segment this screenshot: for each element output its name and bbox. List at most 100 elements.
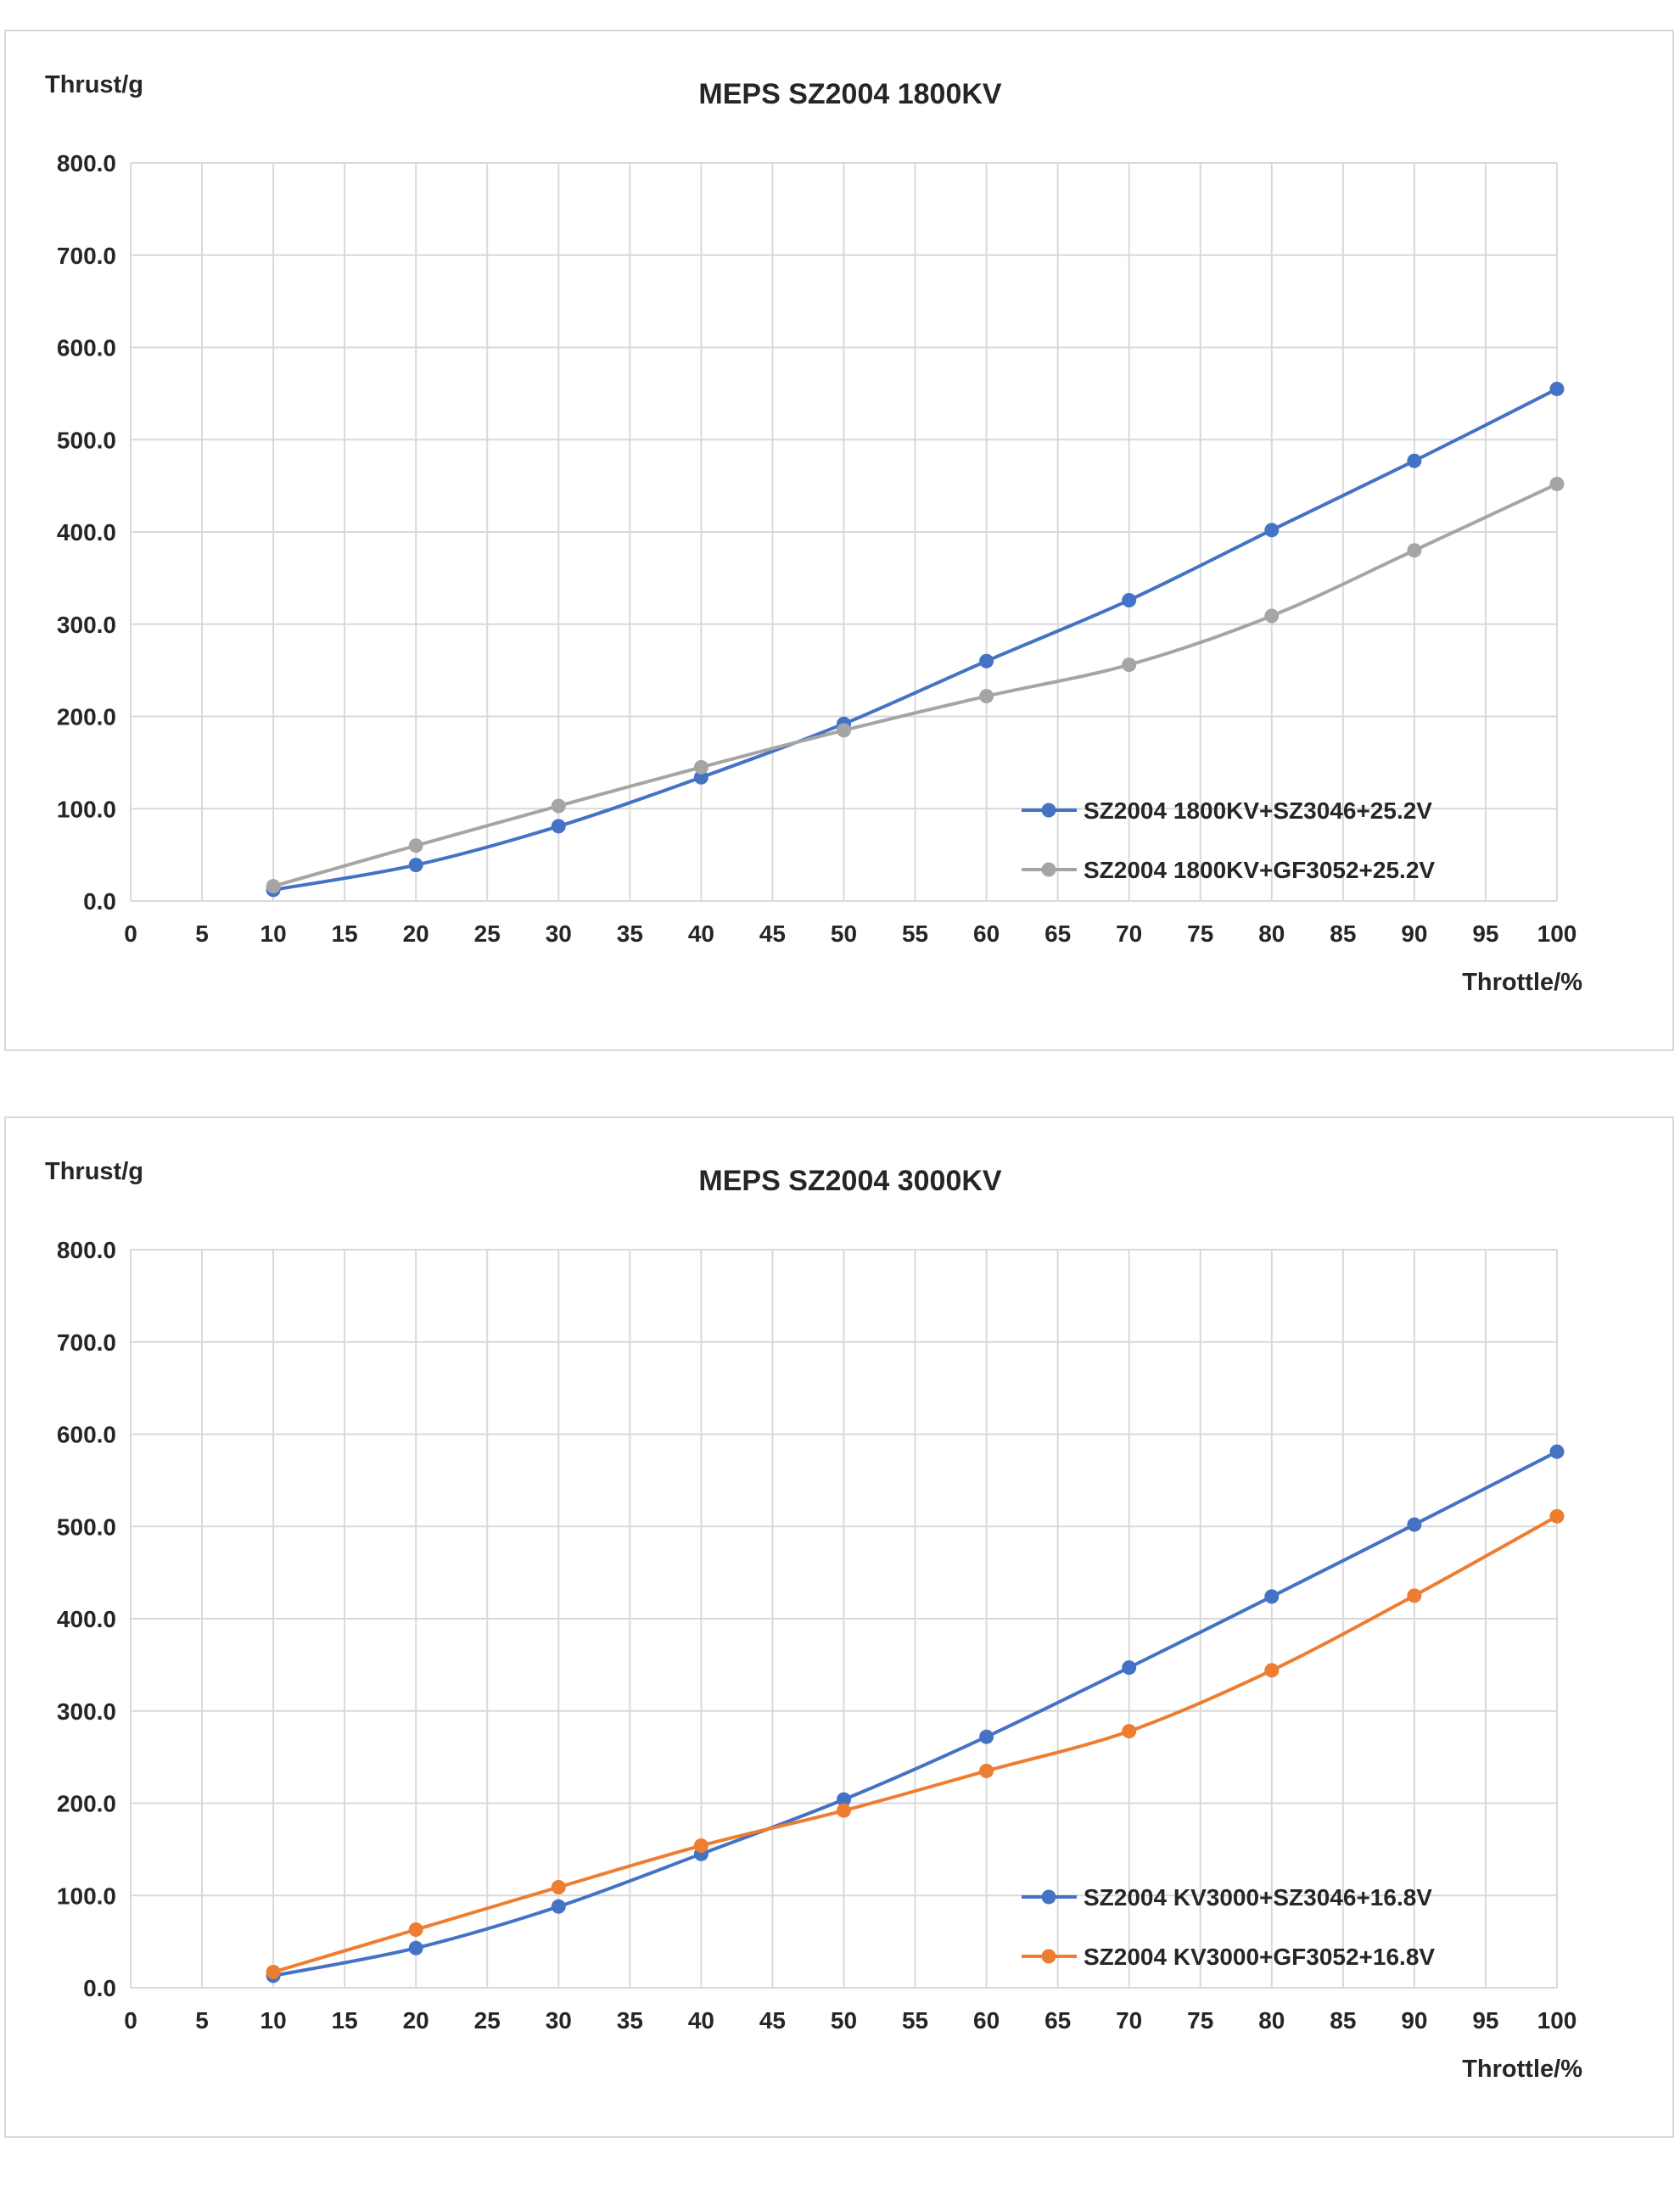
legend-label: SZ2004 KV3000+SZ3046+16.8V <box>1084 1884 1432 1911</box>
y-tick-label: 100.0 <box>57 1883 116 1909</box>
legend-item: SZ2004 KV3000+GF3052+16.8V <box>1022 1944 1435 1970</box>
x-tick-label: 30 <box>546 2007 572 2034</box>
data-point <box>1407 1588 1422 1603</box>
y-tick-label: 200.0 <box>57 704 116 730</box>
x-tick-label: 80 <box>1258 2007 1285 2034</box>
x-tick-label: 90 <box>1401 920 1427 947</box>
x-tick-label: 50 <box>831 920 857 947</box>
x-tick-label: 70 <box>1116 2007 1142 2034</box>
y-tick-label: 800.0 <box>57 1237 116 1263</box>
data-point <box>408 858 423 873</box>
data-point <box>1122 657 1137 673</box>
data-point <box>837 1803 851 1818</box>
chart-1800kv: MEPS SZ2004 1800KV Thrust/g Throttle/% 0 5 10… <box>45 71 1582 996</box>
data-point <box>1264 523 1280 538</box>
y-tick-label: 200.0 <box>57 1791 116 1817</box>
y-tick-label: 100.0 <box>57 796 116 822</box>
legend-label: SZ2004 KV3000+GF3052+16.8V <box>1084 1944 1435 1970</box>
y-tick-labels: 0.0 100.0 200.0 300.0 400.0 500.0 600.0 700.0 80… <box>57 1237 116 2001</box>
legend-marker <box>1041 1949 1056 1964</box>
series-2 <box>266 1508 1565 1980</box>
data-point <box>1122 592 1137 607</box>
data-point <box>979 1763 994 1778</box>
x-tick-label: 80 <box>1258 920 1285 947</box>
data-point <box>1549 381 1565 396</box>
data-point <box>979 689 994 704</box>
x-tick-label: 5 <box>195 2007 209 2034</box>
x-tick-label: 75 <box>1187 2007 1213 2034</box>
chart-title: MEPS SZ2004 3000KV <box>698 1165 1002 1197</box>
series-line <box>272 1450 1558 1978</box>
x-tick-label: 55 <box>902 2007 928 2034</box>
x-tick-label: 40 <box>688 920 714 947</box>
data-point <box>1122 1660 1137 1676</box>
y-tick-label: 0.0 <box>83 1975 116 2001</box>
x-tick-label: 0 <box>124 2007 137 2034</box>
data-point <box>266 879 281 894</box>
y-tick-label: 600.0 <box>57 335 116 361</box>
data-point <box>1264 608 1280 624</box>
x-tick-label: 50 <box>831 2007 857 2034</box>
legend-item: SZ2004 KV3000+SZ3046+16.8V <box>1022 1884 1432 1911</box>
series-2 <box>266 476 1565 894</box>
data-point <box>551 1899 566 1914</box>
data-point <box>408 1940 423 1955</box>
gridlines <box>130 1249 1558 1989</box>
x-tick-label: 45 <box>759 2007 786 2034</box>
y-tick-labels: 0.0 100.0 200.0 300.0 400.0 500.0 600.0 700.0 80… <box>57 150 116 915</box>
x-tick-label: 20 <box>403 920 429 947</box>
gridlines <box>130 162 1558 902</box>
legend-item: SZ2004 1800KV+GF3052+25.2V <box>1022 857 1435 883</box>
series-1 <box>266 1444 1565 1983</box>
data-point <box>1549 476 1565 491</box>
x-tick-label: 85 <box>1330 2007 1356 2034</box>
x-tick-label: 20 <box>403 2007 429 2034</box>
data-point <box>1264 1663 1280 1678</box>
y-axis-label: Thrust/g <box>45 71 143 98</box>
y-tick-label: 700.0 <box>57 1329 116 1356</box>
y-tick-label: 400.0 <box>57 519 116 546</box>
x-tick-label: 35 <box>617 2007 643 2034</box>
data-point <box>837 723 851 738</box>
x-tick-label: 75 <box>1187 920 1213 947</box>
series-line <box>272 1514 1558 1974</box>
x-tick-label: 15 <box>332 920 358 947</box>
data-point <box>551 819 566 834</box>
data-point <box>837 1792 851 1807</box>
y-tick-label: 600.0 <box>57 1422 116 1448</box>
data-point <box>1264 1589 1280 1604</box>
data-point <box>1407 543 1422 558</box>
x-tick-label: 15 <box>332 2007 358 2034</box>
data-point <box>979 653 994 669</box>
data-point <box>1549 1444 1565 1459</box>
data-point <box>979 1729 994 1744</box>
x-tick-label: 10 <box>260 920 287 947</box>
x-tick-label: 0 <box>124 920 137 947</box>
x-tick-label: 25 <box>474 2007 501 2034</box>
x-tick-label: 5 <box>195 920 209 947</box>
data-point <box>551 798 566 814</box>
x-axis-label: Throttle/% <box>1462 2056 1582 2083</box>
data-point <box>693 759 708 775</box>
y-tick-label: 700.0 <box>57 243 116 269</box>
legend-marker <box>1041 1889 1056 1905</box>
x-tick-labels: 0 5 10 15 20 25 30 35 40 45 50 55 60 65 70 75 80 85 90 95 10… <box>124 2007 1576 2034</box>
x-tick-label: 55 <box>902 920 928 947</box>
data-point <box>408 1922 423 1937</box>
data-point <box>1549 1508 1565 1524</box>
y-tick-label: 800.0 <box>57 150 116 176</box>
legend-marker <box>1041 862 1056 877</box>
legend-label: SZ2004 1800KV+SZ3046+25.2V <box>1084 797 1432 824</box>
chart-title: MEPS SZ2004 1800KV <box>698 78 1002 110</box>
x-axis-label: Throttle/% <box>1462 969 1582 996</box>
y-tick-label: 0.0 <box>83 888 116 915</box>
x-tick-label: 10 <box>260 2007 287 2034</box>
data-point <box>266 1965 281 1980</box>
y-tick-label: 500.0 <box>57 427 116 453</box>
legend-label: SZ2004 1800KV+GF3052+25.2V <box>1084 857 1435 883</box>
y-tick-label: 500.0 <box>57 1513 116 1540</box>
legend-item: SZ2004 1800KV+SZ3046+25.2V <box>1022 797 1432 824</box>
x-tick-labels: 0 5 10 15 20 25 30 35 40 45 50 55 60 65 70 75 80 85 90 95 10… <box>124 920 1576 947</box>
chart-3000kv: MEPS SZ2004 3000KV Thrust/g Throttle/% 0 5 10… <box>45 1158 1582 2083</box>
chart-panel-3000kv: MEPS SZ2004 3000KV Thrust/g Throttle/% 0 5 10… <box>4 1116 1674 2138</box>
